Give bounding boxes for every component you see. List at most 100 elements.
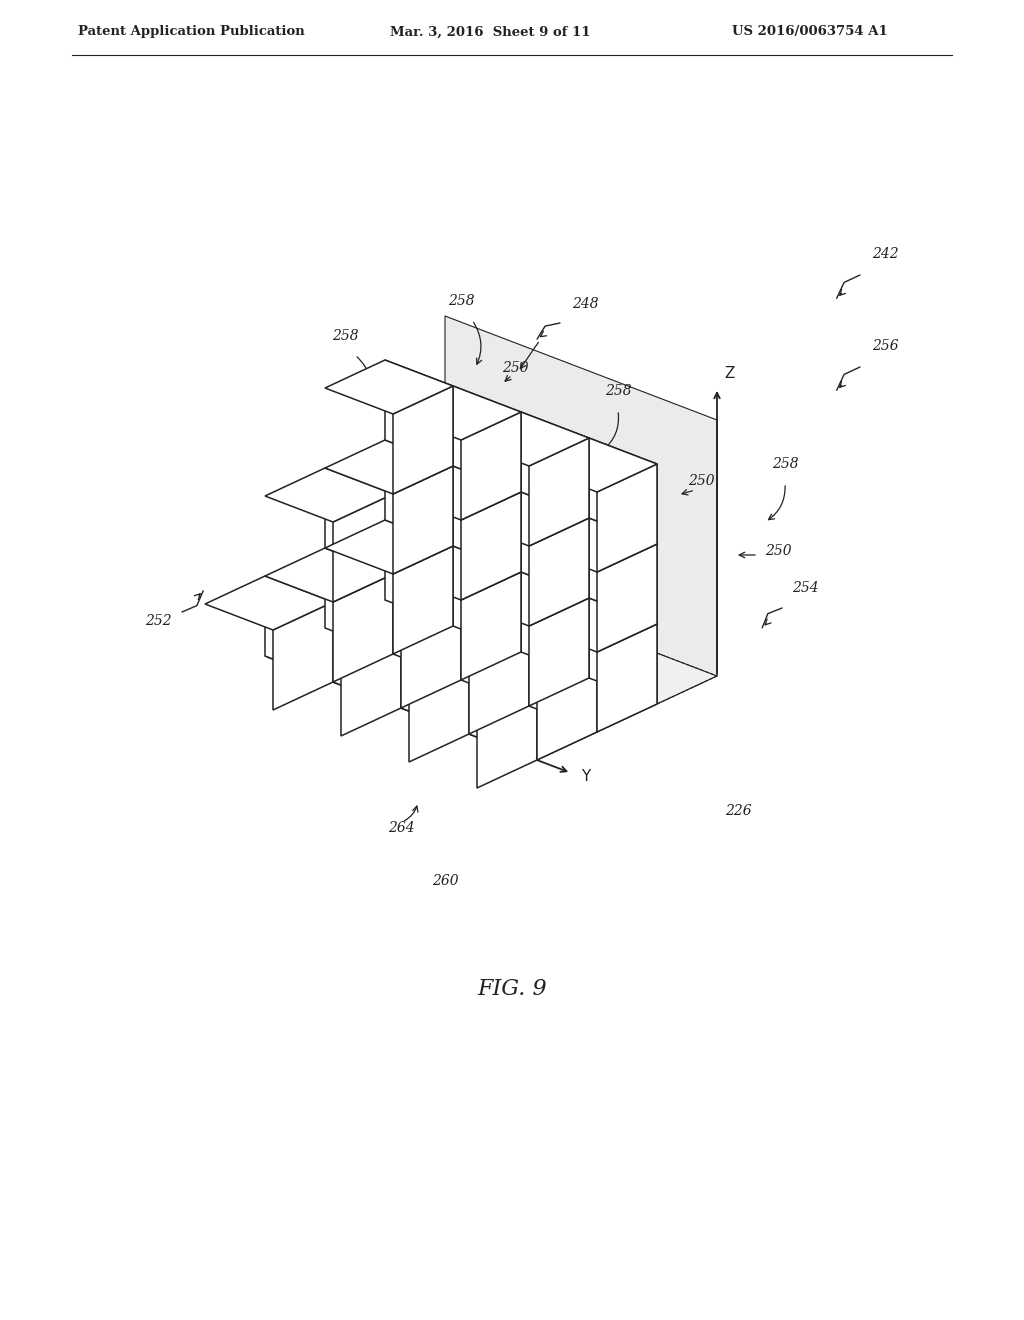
- Polygon shape: [461, 572, 521, 680]
- Text: 242: 242: [872, 247, 899, 261]
- Text: FIG. 9: FIG. 9: [477, 978, 547, 1001]
- Polygon shape: [597, 624, 657, 733]
- Polygon shape: [589, 438, 657, 544]
- Polygon shape: [333, 574, 393, 682]
- Polygon shape: [469, 546, 597, 601]
- Text: X: X: [471, 552, 481, 568]
- Polygon shape: [333, 494, 393, 602]
- Polygon shape: [401, 601, 461, 708]
- Polygon shape: [453, 546, 521, 652]
- Polygon shape: [529, 598, 589, 706]
- Text: 250: 250: [502, 360, 528, 375]
- Polygon shape: [385, 360, 453, 466]
- Polygon shape: [265, 469, 393, 521]
- Polygon shape: [273, 602, 333, 710]
- Polygon shape: [597, 544, 657, 652]
- Text: 260: 260: [432, 874, 459, 888]
- Polygon shape: [409, 653, 469, 762]
- Text: Mar. 3, 2016  Sheet 9 of 11: Mar. 3, 2016 Sheet 9 of 11: [390, 25, 591, 38]
- Polygon shape: [529, 626, 597, 733]
- Polygon shape: [401, 520, 461, 628]
- Polygon shape: [325, 520, 453, 574]
- Polygon shape: [341, 628, 469, 682]
- Polygon shape: [205, 576, 333, 630]
- Text: 258: 258: [449, 294, 475, 308]
- Polygon shape: [333, 494, 461, 548]
- Text: 226: 226: [725, 804, 752, 818]
- Text: Patent Application Publication: Patent Application Publication: [78, 25, 305, 38]
- Polygon shape: [469, 653, 537, 760]
- Polygon shape: [529, 517, 589, 626]
- Polygon shape: [453, 466, 521, 572]
- Polygon shape: [393, 385, 453, 494]
- Polygon shape: [469, 546, 529, 653]
- Polygon shape: [385, 520, 453, 626]
- Text: Z: Z: [724, 366, 734, 381]
- Text: 266: 266: [385, 546, 412, 561]
- Polygon shape: [529, 438, 657, 492]
- Text: Y: Y: [581, 770, 590, 784]
- Polygon shape: [461, 520, 529, 626]
- Polygon shape: [529, 438, 589, 546]
- Polygon shape: [265, 548, 393, 602]
- Polygon shape: [597, 465, 657, 572]
- Polygon shape: [469, 626, 597, 680]
- Text: 262: 262: [482, 546, 509, 561]
- Text: 250: 250: [295, 498, 322, 511]
- Polygon shape: [333, 574, 461, 628]
- Polygon shape: [409, 653, 537, 708]
- Polygon shape: [461, 572, 589, 626]
- Polygon shape: [537, 572, 597, 680]
- Polygon shape: [537, 420, 717, 760]
- Polygon shape: [529, 546, 597, 652]
- Polygon shape: [265, 576, 333, 682]
- Polygon shape: [589, 517, 657, 624]
- Polygon shape: [461, 412, 521, 520]
- Polygon shape: [393, 466, 453, 574]
- Polygon shape: [445, 315, 717, 676]
- Text: 250: 250: [318, 620, 345, 635]
- Text: 250: 250: [688, 474, 715, 488]
- Polygon shape: [341, 628, 401, 737]
- Polygon shape: [401, 520, 529, 574]
- Polygon shape: [589, 598, 657, 704]
- Polygon shape: [477, 680, 537, 788]
- Text: 250: 250: [765, 544, 792, 558]
- Polygon shape: [393, 546, 453, 653]
- Polygon shape: [401, 628, 469, 734]
- Text: 258: 258: [332, 329, 358, 343]
- Polygon shape: [401, 601, 529, 653]
- Text: 254: 254: [792, 581, 818, 595]
- Polygon shape: [325, 360, 453, 414]
- Polygon shape: [461, 492, 589, 546]
- Polygon shape: [529, 517, 657, 572]
- Polygon shape: [393, 494, 461, 601]
- Polygon shape: [461, 412, 589, 466]
- Polygon shape: [461, 601, 529, 706]
- Polygon shape: [265, 572, 717, 760]
- Polygon shape: [453, 385, 521, 492]
- Polygon shape: [393, 574, 461, 680]
- Text: 252: 252: [145, 614, 172, 628]
- Polygon shape: [393, 385, 521, 440]
- Polygon shape: [537, 652, 597, 760]
- Polygon shape: [385, 440, 453, 546]
- Text: 256: 256: [872, 339, 899, 352]
- Polygon shape: [521, 572, 589, 678]
- Polygon shape: [469, 626, 529, 734]
- Polygon shape: [333, 602, 401, 708]
- Text: 258: 258: [605, 384, 632, 399]
- Text: US 2016/0063754 A1: US 2016/0063754 A1: [732, 25, 888, 38]
- Polygon shape: [393, 546, 521, 601]
- Polygon shape: [461, 492, 521, 601]
- Text: 264: 264: [388, 821, 415, 836]
- Polygon shape: [325, 440, 453, 494]
- Polygon shape: [521, 492, 589, 598]
- Polygon shape: [393, 466, 521, 520]
- Polygon shape: [521, 412, 589, 517]
- Text: 248: 248: [572, 297, 599, 312]
- Polygon shape: [325, 548, 393, 653]
- Text: 258: 258: [772, 457, 799, 471]
- Polygon shape: [325, 469, 393, 574]
- Polygon shape: [273, 602, 401, 656]
